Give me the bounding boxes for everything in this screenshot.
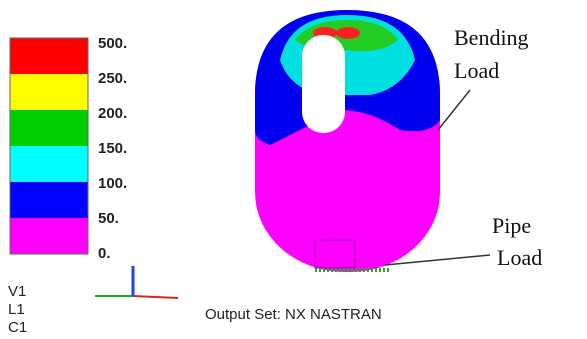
- annotation: Load: [454, 58, 499, 83]
- legend-band: [10, 110, 88, 146]
- legend-band: [10, 74, 88, 110]
- legend-label: 500.: [98, 35, 127, 52]
- screen: 500. 250. 200. 150. 100. 50. 0. Bending Load P…: [0, 0, 587, 339]
- legend-band: [10, 146, 88, 182]
- output-set: Output Set: NX NASTRAN: [205, 306, 382, 323]
- axis-triad: [95, 266, 178, 298]
- legend-band: [10, 218, 88, 254]
- axis-y: [133, 296, 178, 298]
- legend-label: 200.: [98, 105, 127, 122]
- stress-red: [336, 27, 360, 39]
- view-info: L1: [8, 301, 25, 318]
- cutout: [302, 35, 345, 133]
- view-info: C1: [8, 319, 27, 336]
- legend-label: 100.: [98, 175, 127, 192]
- legend-label: 150.: [98, 140, 127, 157]
- annotation: Load: [497, 245, 542, 270]
- annotation: Bending: [454, 25, 529, 50]
- legend-band: [10, 182, 88, 218]
- legend-label: 50.: [98, 210, 119, 227]
- legend-band: [10, 38, 88, 74]
- legend-label: 0.: [98, 245, 111, 262]
- annotation: Pipe: [492, 213, 531, 238]
- vessel-model: [255, 10, 440, 272]
- leader-line: [438, 90, 470, 130]
- color-legend: [10, 38, 88, 254]
- view-info: V1: [8, 283, 26, 300]
- legend-label: 250.: [98, 70, 127, 87]
